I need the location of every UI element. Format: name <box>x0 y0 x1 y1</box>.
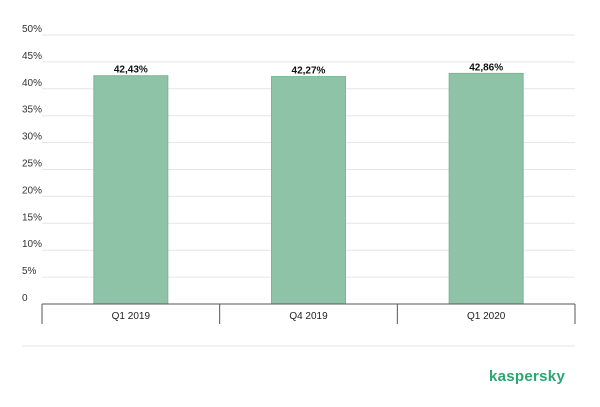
y-axis: 0 5% 10% 15% 20% 25% 30% 35% 40% 45% 50% <box>22 24 42 304</box>
y-tick-label: 15% <box>22 212 42 223</box>
y-tick-label: 5% <box>22 266 37 277</box>
x-axis: Q1 2019 Q4 2019 Q1 2020 <box>41 303 576 324</box>
bar <box>93 75 169 305</box>
y-tick-label: 45% <box>22 51 42 62</box>
bars: 42,43% 42,27% 42,86% <box>93 62 524 305</box>
y-tick-label: 25% <box>22 159 42 170</box>
y-tick-label: 40% <box>22 78 42 89</box>
kaspersky-logo: kaspersky <box>489 368 566 385</box>
y-tick-label: 35% <box>22 105 42 116</box>
y-tick-label: 20% <box>22 185 42 196</box>
bar <box>271 76 346 305</box>
x-tick-label: Q1 2020 <box>467 311 506 322</box>
data-label: 42,86% <box>469 62 503 73</box>
y-tick-label: 0 <box>22 293 28 304</box>
y-tick-label: 10% <box>22 239 42 250</box>
data-label: 42,27% <box>292 66 326 77</box>
y-tick-label: 50% <box>22 24 42 35</box>
y-tick-label: 30% <box>22 132 42 143</box>
data-label: 42,43% <box>114 65 148 76</box>
x-tick-label: Q1 2019 <box>112 311 151 322</box>
x-tick-label: Q4 2019 <box>289 311 328 322</box>
bar <box>448 72 524 305</box>
